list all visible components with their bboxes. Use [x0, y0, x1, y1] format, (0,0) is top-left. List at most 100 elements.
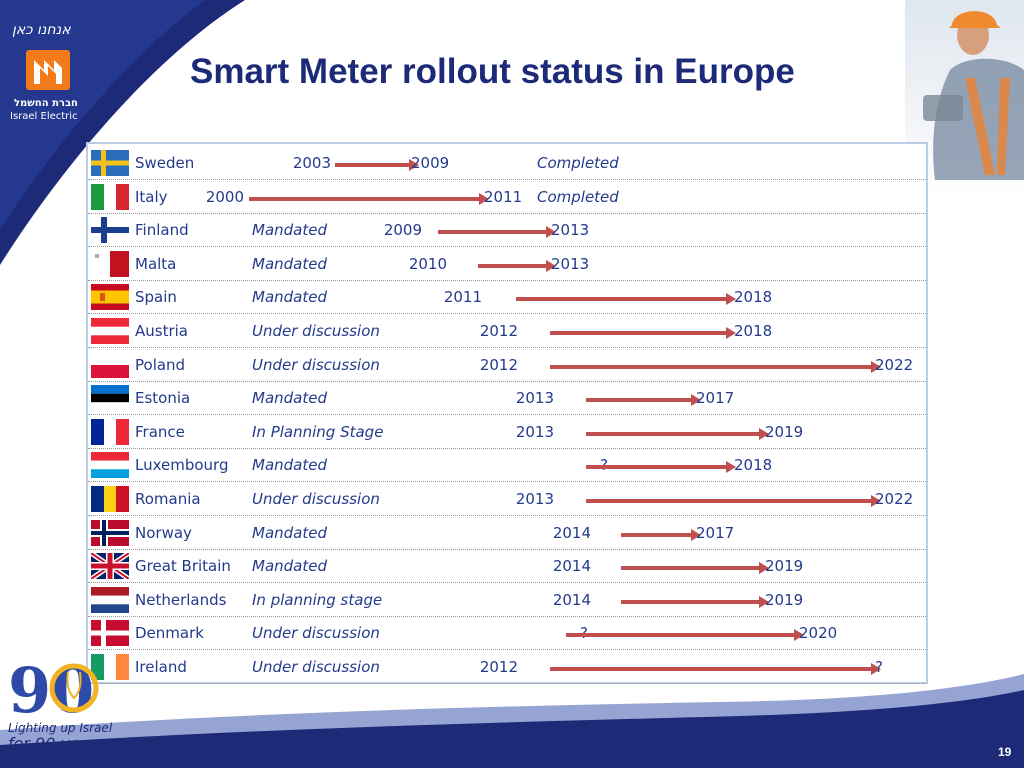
- rollout-arrow: [621, 562, 769, 575]
- rollout-arrow: [586, 461, 736, 474]
- end-year: 2018: [734, 288, 773, 307]
- table-row: Poland Under discussion 2012 2022: [88, 349, 926, 382]
- badge-tagline-line1: Lighting up Israel: [8, 721, 113, 735]
- table-row: Sweden 2003 2009 Completed: [88, 147, 926, 180]
- table-row: Italy 2000 2011 Completed: [88, 181, 926, 214]
- table-row: Austria Under discussion 2012 2018: [88, 315, 926, 348]
- logo-hebrew-name: חברת החשמל: [14, 98, 78, 109]
- start-year: 2012: [479, 355, 518, 374]
- country-name: Netherlands: [135, 590, 227, 609]
- end-year: 2017: [696, 389, 735, 408]
- slide-title: Smart Meter rollout status in Europe: [190, 52, 795, 91]
- country-name: Luxembourg: [135, 456, 229, 475]
- rollout-status: Under discussion: [252, 322, 380, 340]
- country-name: Sweden: [135, 154, 195, 172]
- table-row: Spain Mandated 2011 2018: [88, 281, 926, 315]
- start-year: 2013: [515, 422, 554, 441]
- page-number: 19: [998, 745, 1012, 759]
- row-divider: [88, 649, 926, 651]
- table-row: Malta Mandated 2010 2013: [88, 248, 926, 281]
- end-year: 2022: [875, 355, 914, 374]
- country-name: Ireland: [135, 658, 187, 676]
- rollout-arrow: [335, 159, 419, 171]
- italy-flag-icon: [91, 183, 129, 210]
- start-year: 2014: [552, 557, 591, 576]
- country-name: Spain: [135, 288, 177, 307]
- row-divider: [88, 447, 926, 449]
- logo-slogan: אנחנו כאן: [12, 22, 71, 38]
- start-year: 2013: [515, 490, 554, 508]
- rollout-arrow: [586, 394, 701, 407]
- spain-flag-icon: [91, 284, 129, 311]
- logo-english-name: Israel Electric: [10, 111, 78, 122]
- table-row: Great Britain Mandated 2014 2019: [88, 550, 926, 584]
- country-name: Denmark: [135, 624, 204, 643]
- table-row: France In Planning Stage 2013 2019: [88, 416, 926, 449]
- sweden-flag-icon: [91, 150, 129, 176]
- row-divider: [88, 683, 926, 684]
- country-name: Italy: [135, 187, 168, 206]
- table-row: Norway Mandated 2014 2017: [88, 517, 926, 550]
- estonia-flag-icon: [91, 385, 129, 412]
- end-year: 2019: [765, 590, 804, 609]
- rollout-table: Sweden 2003 2009 Completed Italy 2000 2011 Comp…: [86, 142, 928, 684]
- rollout-status: Under discussion: [252, 490, 380, 508]
- malta-flag-icon: [91, 250, 129, 277]
- row-divider: [88, 279, 926, 281]
- rollout-arrow: [586, 495, 881, 507]
- end-year: 2018: [734, 322, 773, 340]
- row-divider: [88, 615, 926, 617]
- country-name: Norway: [135, 523, 192, 542]
- denmark-flag-icon: [91, 620, 129, 647]
- norway-flag-icon: [91, 519, 129, 546]
- completion-status: Completed: [537, 187, 619, 206]
- end-year: 2020: [799, 624, 838, 643]
- completion-status: Completed: [537, 154, 619, 172]
- country-name: Poland: [135, 355, 186, 374]
- company-logo: אנחנו כאן חברת החשמל Israel Electric: [4, 8, 100, 123]
- start-year: 2014: [552, 523, 591, 542]
- country-name: Finland: [135, 221, 189, 240]
- row-divider: [88, 548, 926, 550]
- rollout-status: Mandated: [252, 221, 327, 240]
- rollout-status: Under discussion: [252, 355, 380, 374]
- rollout-arrow: [249, 192, 489, 205]
- netherlands-flag-icon: [91, 586, 129, 613]
- rollout-status: Mandated: [252, 557, 327, 576]
- start-year: 2000: [205, 187, 244, 206]
- rollout-status: In planning stage: [252, 590, 383, 609]
- row-divider: [88, 212, 926, 214]
- country-name: Romania: [135, 490, 201, 508]
- rollout-arrow: [621, 595, 769, 608]
- country-name: Estonia: [135, 389, 191, 408]
- country-name: France: [135, 422, 185, 441]
- austria-flag-icon: [91, 318, 129, 344]
- row-divider: [88, 515, 926, 516]
- rollout-arrow: [550, 327, 736, 339]
- start-year: 2003: [292, 154, 331, 172]
- table-row: Ireland Under discussion 2012?: [88, 651, 926, 684]
- rollout-status: Under discussion: [252, 658, 380, 676]
- end-year: ?: [875, 658, 883, 676]
- rollout-arrow: [550, 360, 881, 373]
- row-divider: [88, 179, 926, 180]
- country-name: Malta: [135, 254, 177, 273]
- end-year: 2009: [411, 154, 450, 172]
- start-year: 2011: [443, 288, 482, 307]
- badge-tagline-line2: for 90 years: [8, 734, 105, 753]
- rollout-status: Mandated: [252, 456, 327, 475]
- rollout-arrow: [478, 259, 556, 272]
- rollout-arrow: [550, 663, 881, 675]
- rollout-status: Mandated: [252, 523, 327, 542]
- rollout-arrow: [586, 427, 769, 440]
- rollout-arrow: [621, 528, 701, 541]
- start-year: 2013: [515, 389, 554, 408]
- row-divider: [88, 246, 926, 248]
- france-flag-icon: [91, 418, 129, 445]
- start-year: 2012: [479, 322, 518, 340]
- row-divider: [88, 414, 926, 416]
- anniversary-90-badge: 90: [8, 654, 99, 727]
- country-name: Great Britain: [135, 557, 231, 576]
